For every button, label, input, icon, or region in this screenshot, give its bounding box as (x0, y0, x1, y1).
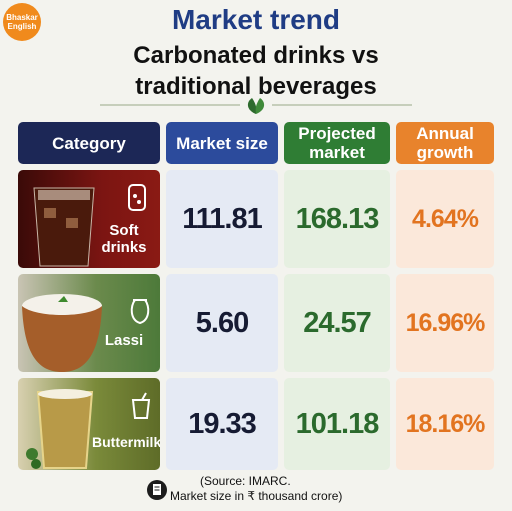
category-cell: Buttermilk (18, 378, 160, 470)
category-label: Soft drinks (101, 222, 147, 256)
drink-image (22, 294, 102, 372)
source-icon (147, 480, 167, 500)
can-icon (128, 184, 146, 211)
footer-line: (Source: IMARC. (200, 474, 291, 488)
category-cell: Lassi (18, 274, 160, 372)
subtitle-line: Carbonated drinks vs (133, 42, 379, 69)
projected-market: 24.57 (284, 274, 390, 372)
annual-growth: 4.64% (396, 170, 494, 268)
column-header: Market size (166, 122, 278, 164)
logo: Bhaskar English (3, 3, 41, 41)
annual-growth: 18.16% (396, 378, 494, 470)
market-size: 111.81 (166, 170, 278, 268)
drink-image (26, 389, 94, 469)
market-size: 19.33 (166, 378, 278, 470)
divider (100, 98, 412, 114)
column-header: Annual growth (396, 122, 494, 164)
logo-text: English (7, 22, 37, 31)
column-header: Projected market (284, 122, 390, 164)
subtitle-line: traditional beverages (135, 73, 377, 100)
category-label: Lassi (104, 332, 144, 349)
drink-image (33, 187, 95, 267)
category-label: Buttermilk (92, 434, 160, 450)
pot-icon (130, 299, 150, 325)
market-size: 5.60 (166, 274, 278, 372)
projected-market: 168.13 (284, 170, 390, 268)
column-header: Category (18, 122, 160, 164)
projected-market: 101.18 (284, 378, 390, 470)
footer-line: Market size in ₹ thousand crore) (170, 489, 343, 503)
logo-text: Bhaskar (6, 13, 38, 22)
title: Market trend (171, 4, 341, 35)
annual-growth: 16.96% (396, 274, 494, 372)
footer: (Source: IMARC. Market size in ₹ thousan… (170, 474, 370, 504)
subtitle: Carbonated drinks vs traditional beverag… (0, 40, 512, 102)
glass-icon (131, 392, 151, 419)
category-cell: Soft drinks (18, 170, 160, 268)
